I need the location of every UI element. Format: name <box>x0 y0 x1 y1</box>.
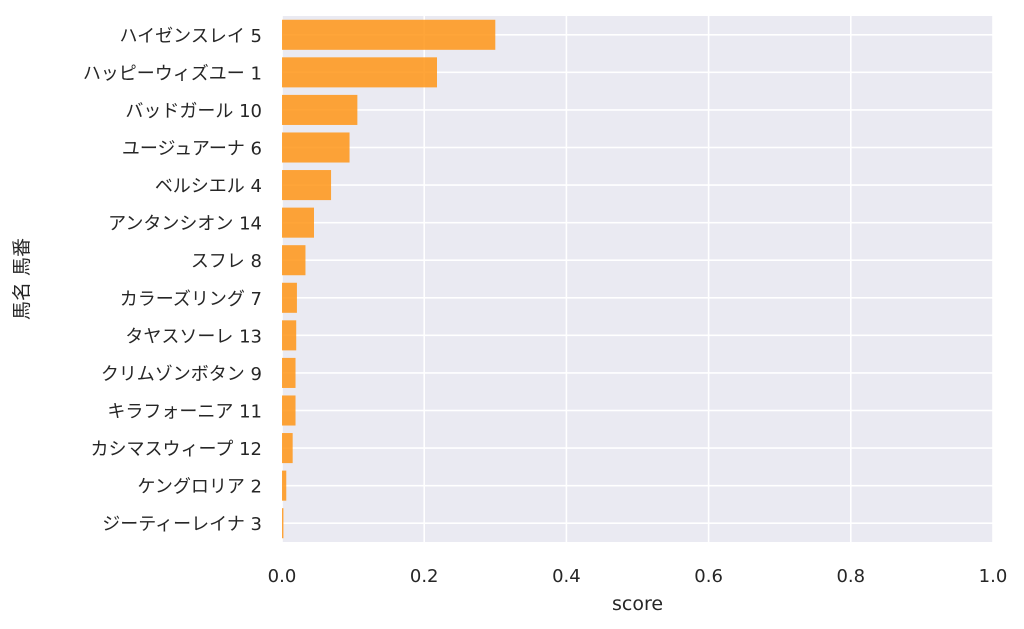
x-tick-label: 0.2 <box>410 566 439 587</box>
x-tick-label: 0.4 <box>552 566 581 587</box>
y-tick-label: キラフォーニア 11 <box>107 402 262 423</box>
bar <box>282 395 296 426</box>
bar <box>282 470 287 501</box>
y-tick-label: タヤスソーレ 13 <box>125 326 262 347</box>
y-tick-label: ジーティーレイナ 3 <box>102 514 262 535</box>
plot-area <box>282 16 993 542</box>
grid-lines <box>281 16 994 542</box>
bar <box>282 357 296 388</box>
bar <box>282 433 293 464</box>
y-tick-label: カシマスウィープ 12 <box>90 439 262 460</box>
x-tick-label: 0.6 <box>694 566 723 587</box>
bar <box>282 57 437 88</box>
bar <box>282 508 284 539</box>
bar <box>282 207 314 238</box>
y-tick-label: ユージュアーナ 6 <box>122 139 262 160</box>
bar <box>282 320 297 351</box>
bars <box>282 19 496 539</box>
y-axis-label: 馬名 馬番 <box>11 238 33 320</box>
y-tick-label: ベルシエル 4 <box>155 176 262 197</box>
bar <box>282 170 332 201</box>
y-tick-label: クリムゾンボタン 9 <box>101 364 262 385</box>
bar <box>282 132 350 163</box>
y-tick-label: カラーズリング 7 <box>120 289 262 310</box>
y-tick-label: バッドガール 10 <box>125 101 262 122</box>
y-tick-label: アンタンシオン 14 <box>108 214 262 235</box>
bar <box>282 282 297 313</box>
x-tick-label: 1.0 <box>979 566 1008 587</box>
x-tick-labels: 0.0 0.2 0.4 0.6 0.8 1.0 <box>268 566 1008 587</box>
x-tick-label: 0.0 <box>268 566 297 587</box>
y-tick-label: ハッピーウィズユー 1 <box>83 63 262 84</box>
bar <box>282 19 496 50</box>
y-tick-labels: ハイゼンスレイ 5 ハッピーウィズユー 1 バッドガール 10 ユージュアーナ 6 ベル… <box>83 26 262 535</box>
bar <box>282 245 306 276</box>
y-tick-label: ケングロリア 2 <box>137 477 262 498</box>
y-tick-label: スフレ 8 <box>191 251 262 272</box>
x-axis-label: score <box>612 593 663 615</box>
x-tick-label: 0.8 <box>836 566 865 587</box>
bar <box>282 94 358 125</box>
y-tick-label: ハイゼンスレイ 5 <box>120 26 262 47</box>
